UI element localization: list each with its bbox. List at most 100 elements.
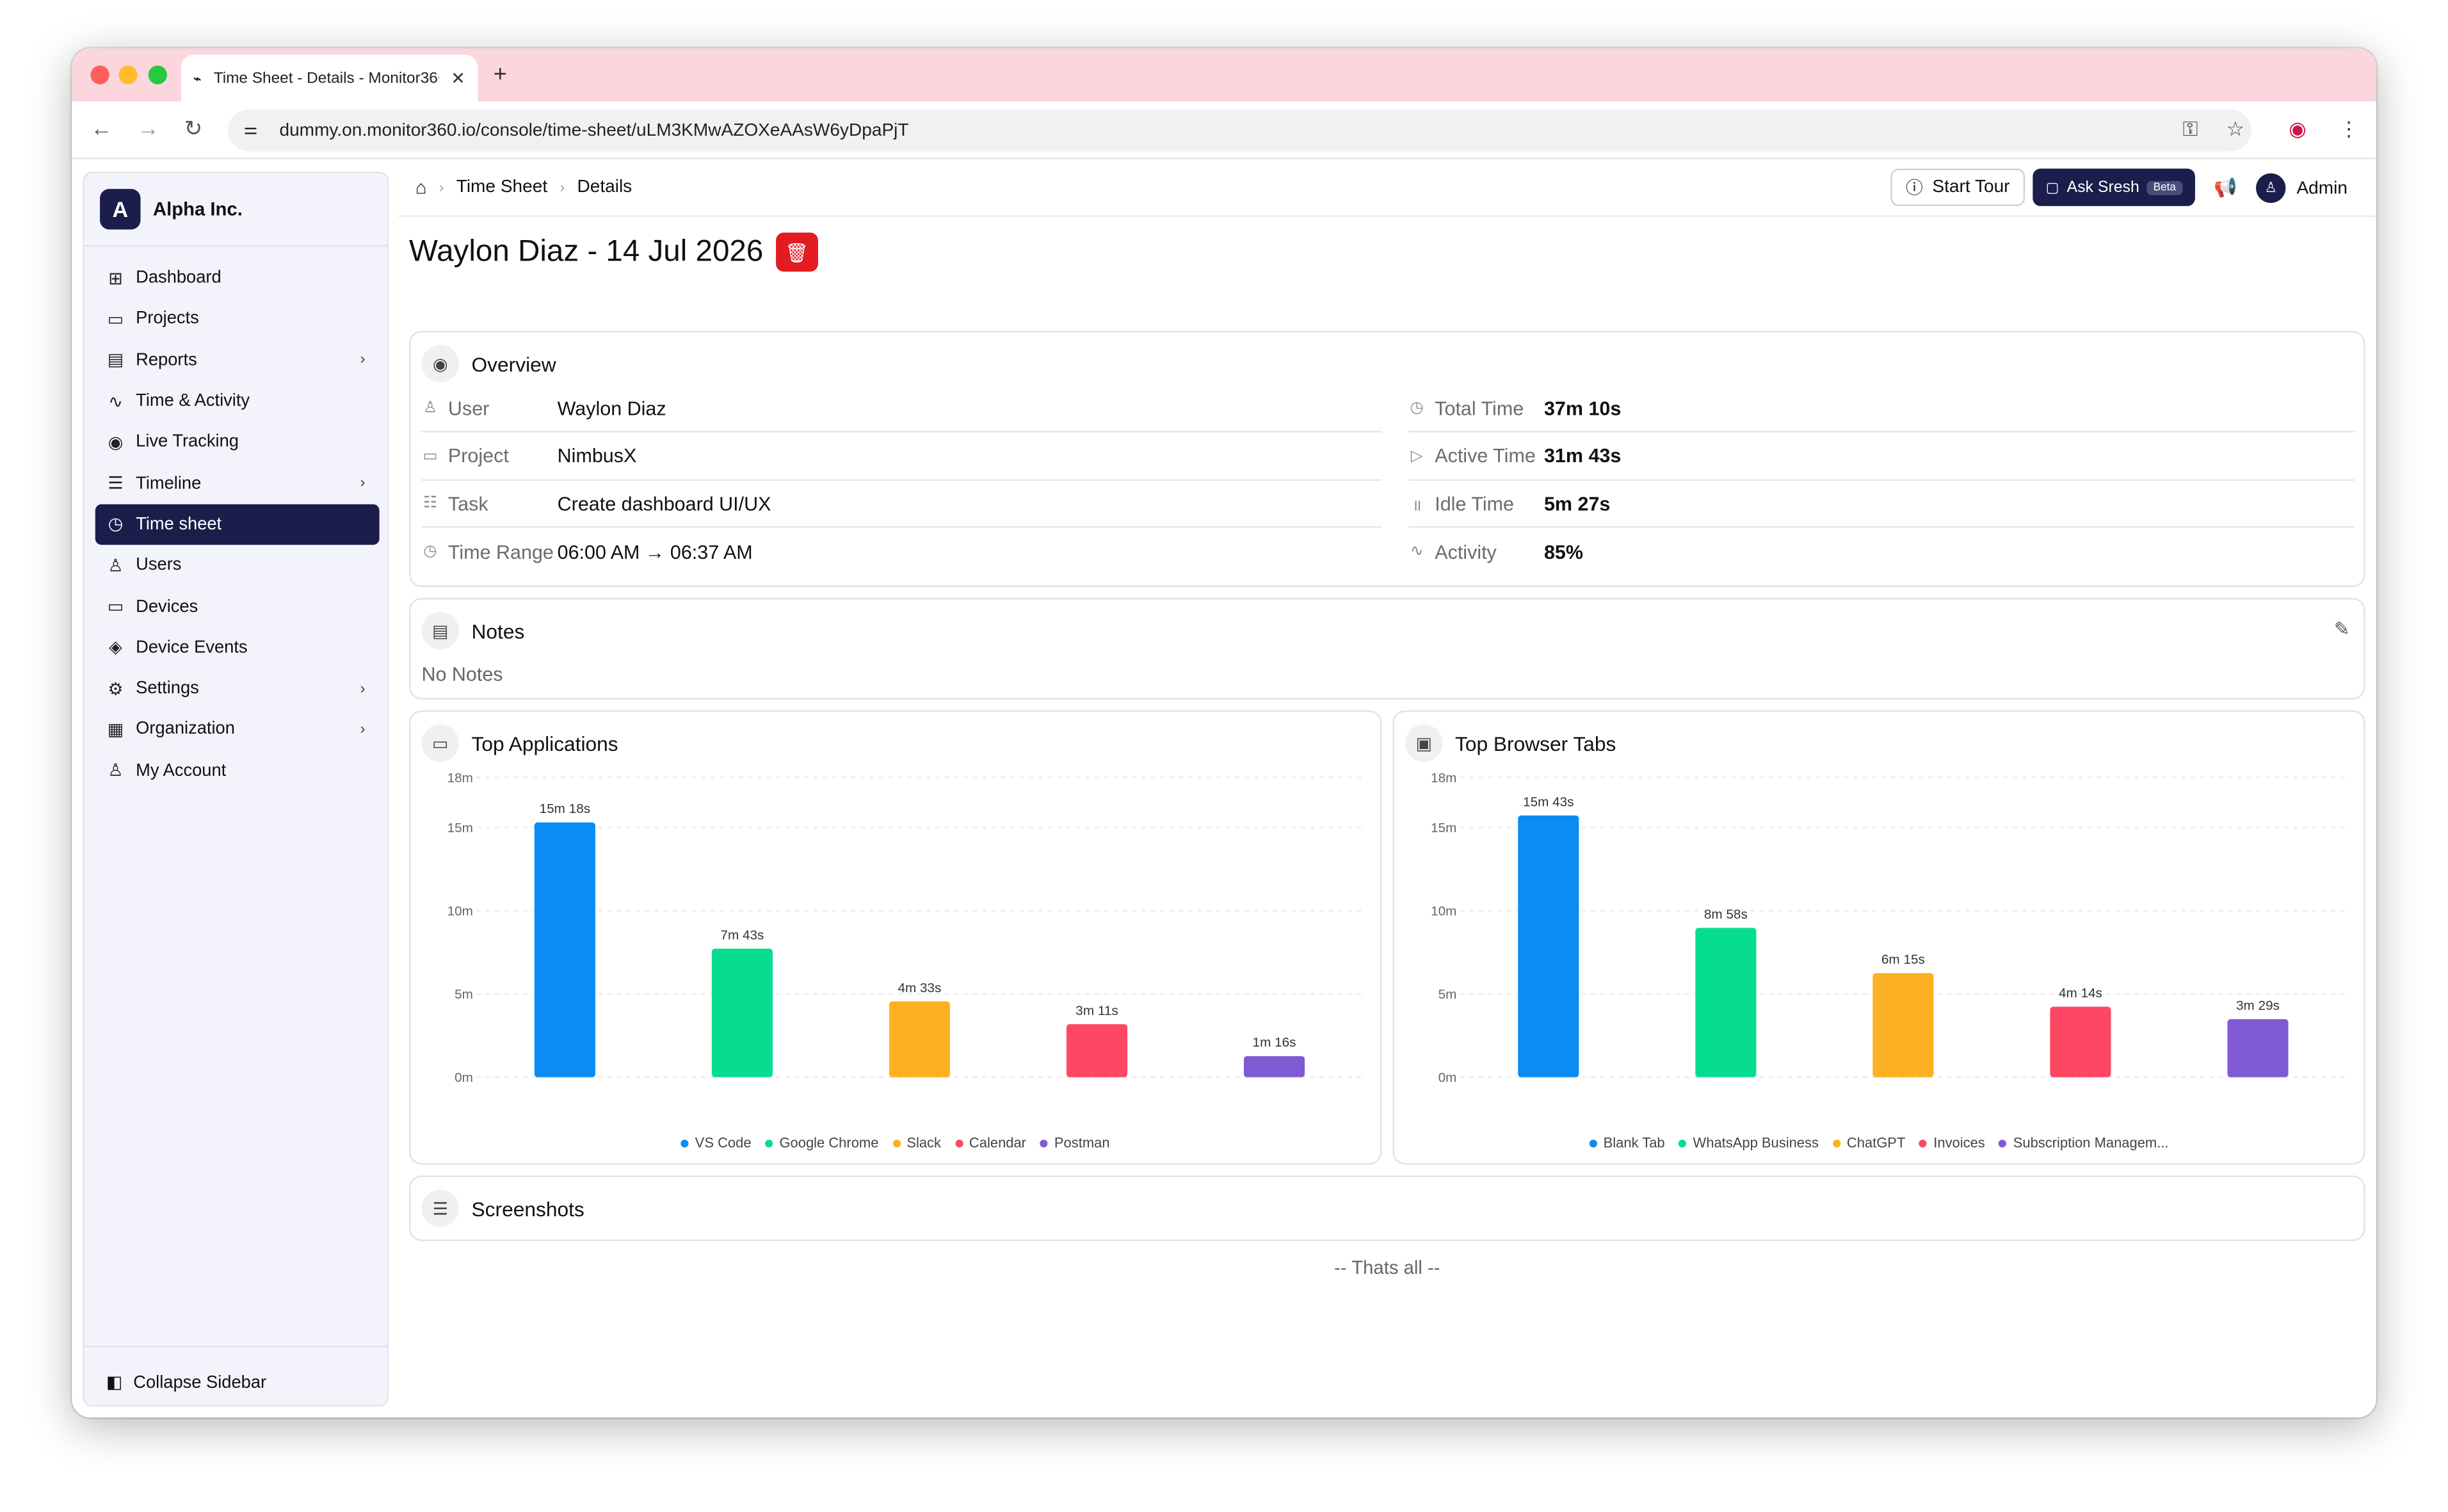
sidebar-item-label: Device Events [136,638,248,657]
megaphone-icon[interactable]: 📢 [2214,176,2237,198]
report-icon: ▤ [107,351,124,371]
bar[interactable] [2227,1019,2289,1077]
overview-row-project: ▭ Project NimbusX [421,433,1382,480]
bar-data-label: 4m 14s [2059,986,2102,1001]
legend-label: Google Chrome [779,1135,879,1151]
bar[interactable] [1695,928,1757,1077]
user-name: Admin [2296,179,2348,198]
legend-label: VS Code [695,1135,752,1151]
browser-tab[interactable]: ⌁ Time Sheet - Details - Monitor360 ✕ [181,54,478,102]
ask-sresh-button[interactable]: ▢ Ask Sresh Beta [2033,168,2195,206]
bookmark-star-icon[interactable]: ☆ [2226,117,2245,141]
browser-menu-icon[interactable]: ⋮ [2339,117,2360,141]
home-icon[interactable]: ⌂ [415,176,427,198]
sidebar-item-timeline[interactable]: ☰ Timeline › [95,463,380,504]
legend-item[interactable]: Subscription Managem... [1999,1135,2169,1150]
sidebar-item-label: Devices [136,597,198,616]
collapse-sidebar-button[interactable]: ◧ Collapse Sidebar [95,1372,277,1392]
legend-swatch [765,1139,773,1147]
gear-icon: ⚙ [108,680,124,699]
trash-icon: 🗑 [785,241,809,263]
edit-pencil-icon[interactable]: ✎ [2333,618,2350,640]
close-window-button[interactable] [90,65,109,84]
legend-item[interactable]: ChatGPT [1832,1135,1905,1150]
minimize-window-button[interactable] [118,65,138,84]
legend-swatch [1919,1139,1928,1147]
chat-icon: ▢ [2045,179,2059,195]
sidebar-item-dashboard[interactable]: ⊞ Dashboard [95,257,380,298]
sidebar-divider [84,1346,387,1347]
sidebar-item-settings[interactable]: ⚙ Settings › [95,668,380,709]
bar-data-label: 7m 43s [720,928,764,942]
overview-title: Overview [471,351,556,376]
chevron-right-icon: › [360,680,366,698]
close-tab-icon[interactable]: ✕ [451,69,465,88]
bar[interactable] [1243,1056,1305,1077]
top-browser-tabs-header: ▣ Top Browser Tabs [1405,724,1616,762]
sidebar-item-live-tracking[interactable]: ◉ Live Tracking [95,422,380,463]
legend-item[interactable]: Google Chrome [765,1135,879,1151]
top-browser-tabs-title: Top Browser Tabs [1454,731,1616,755]
legend-item[interactable]: WhatsApp Business [1679,1135,1819,1150]
sidebar-item-users[interactable]: ♙ Users [95,545,380,586]
user-menu[interactable]: ♙ Admin [2256,173,2348,204]
new-tab-icon[interactable]: + [493,61,508,88]
top-applications-title: Top Applications [471,731,618,755]
help-icon: ⓘ [1905,179,1923,198]
sidebar-item-projects[interactable]: ▭ Projects [95,299,380,340]
overview-key: ॥ Idle Time [1408,492,1544,514]
sidebar-item-device-events[interactable]: ◈ Device Events [95,627,380,668]
bar[interactable] [534,822,595,1077]
forward-icon[interactable]: → [137,115,159,141]
org-switcher[interactable]: A Alpha Inc. [100,189,243,230]
top-applications-header: ▭ Top Applications [421,724,618,762]
site-settings-icon[interactable]: ⚌ [243,122,258,140]
url-field[interactable]: ⚌ dummy.on.monitor360.io/console/time-sh… [228,109,2251,152]
legend-item[interactable]: Calendar [954,1135,1027,1151]
sidebar-item-devices[interactable]: ▭ Devices [95,586,380,627]
breadcrumb-details: Details [577,178,632,197]
sidebar-item-my-account[interactable]: ♙ My Account [95,750,380,791]
password-key-icon[interactable]: ⚿ [2182,117,2198,141]
bar[interactable] [1066,1024,1128,1077]
overview-value: 06:00 AM → 06:37 AM [557,541,753,563]
overview-key: ♙ User [421,398,557,419]
bar[interactable] [889,1001,951,1077]
bar[interactable] [1518,815,1579,1077]
broadcast-icon: ◉ [108,433,124,453]
reload-icon[interactable]: ↻ [184,115,203,141]
overview-key: ∿ Activity [1408,541,1544,563]
overview-value: Waylon Diaz [557,397,666,419]
notes-title: Notes [471,618,525,643]
start-tour-button[interactable]: ⓘ Start Tour [1890,168,2025,206]
start-tour-label: Start Tour [1932,178,2010,197]
sidebar-item-time-sheet[interactable]: ◷ Time sheet [95,504,380,545]
y-tick-label: 10m [447,904,473,919]
building-icon: ▦ [107,721,124,740]
legend-item[interactable]: Blank Tab [1589,1135,1665,1150]
legend-item[interactable]: Invoices [1919,1135,1985,1150]
monitor-icon: ▭ [107,598,124,617]
bar[interactable] [711,949,773,1077]
delete-button[interactable]: 🗑 [775,232,818,272]
legend-label: Calendar [969,1135,1027,1151]
top-applications-legend: VS Code Google Chrome Slack Calendar Postman [410,1135,1380,1150]
bar[interactable] [2050,1006,2111,1077]
sidebar-item-organization[interactable]: ▦ Organization › [95,709,380,750]
address-bar: ← → ↻ ⚌ dummy.on.monitor360.io/console/t… [72,101,2376,159]
legend-item[interactable]: Slack [892,1135,941,1150]
sidebar-item-time-activity[interactable]: ∿ Time & Activity [95,381,380,422]
legend-item[interactable]: VS Code [680,1135,752,1151]
breadcrumb-time-sheet[interactable]: Time Sheet [456,178,548,197]
notes-empty-text: No Notes [421,663,503,686]
page-title: Waylon Diaz - 14 Jul 2026 [408,234,764,269]
sidebar-item-reports[interactable]: ▤ Reports › [95,340,380,381]
top-applications-chart: 18m 15m 10m 5m 0m 15m 18s 7m 43s 4m 33s 3m 11s 1m… [447,771,1364,1085]
bar[interactable] [1872,973,1934,1077]
legend-item[interactable]: Postman [1040,1135,1110,1150]
zoom-window-button[interactable] [148,65,167,84]
back-icon[interactable]: ← [90,115,113,141]
legend-swatch [1679,1139,1687,1147]
top-browser-tabs-chart: 18m 15m 10m 5m 0m 15m 43s 8m 58s 6m 15s 4m 14s 3m… [1431,771,2347,1085]
profile-icon[interactable]: ◉ [2289,117,2307,141]
